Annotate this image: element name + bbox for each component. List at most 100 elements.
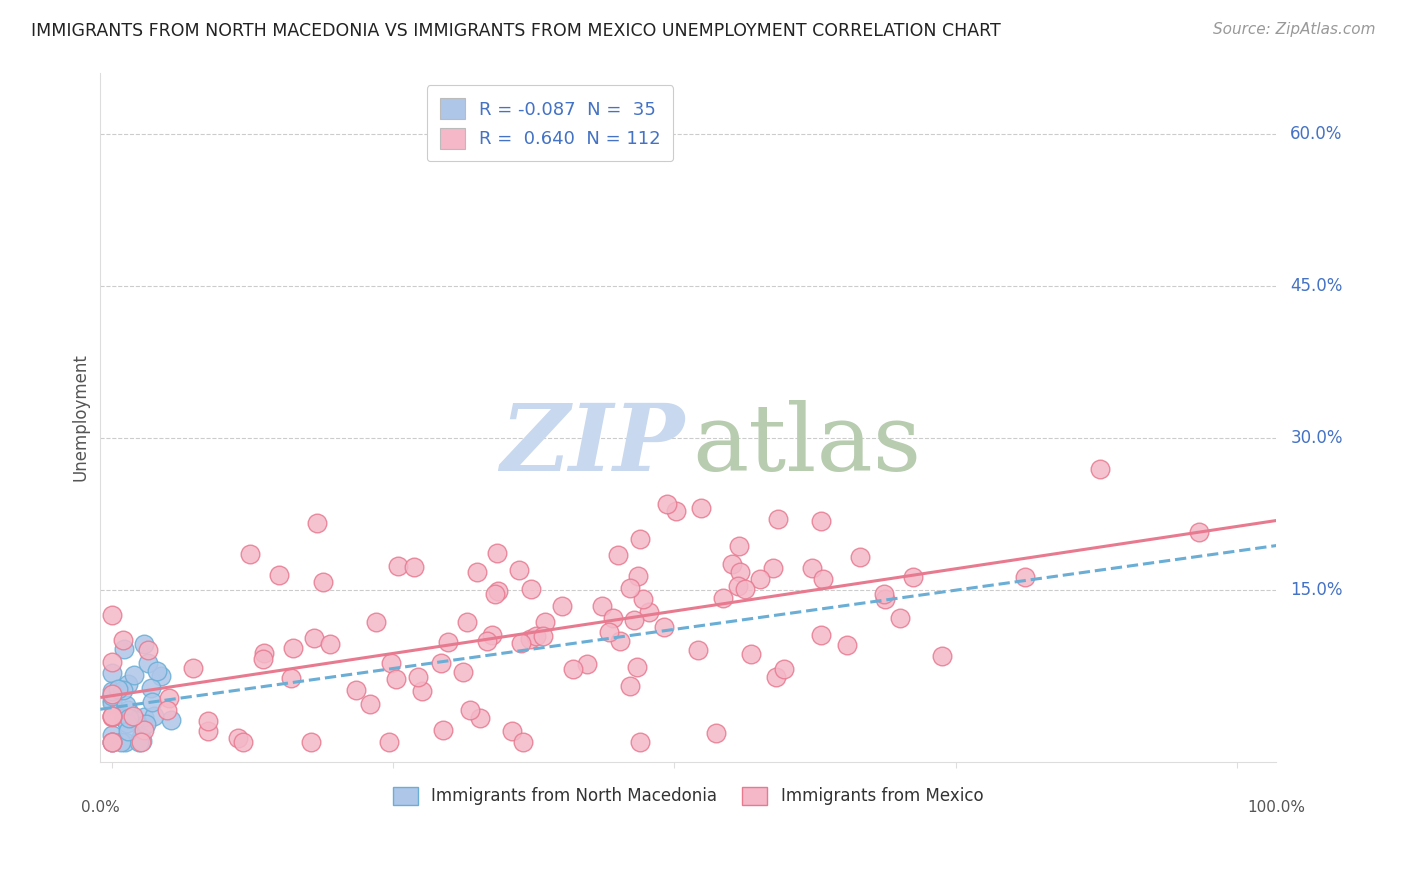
Point <box>652 620 675 634</box>
Point <box>299 734 322 748</box>
Point <box>183 661 205 675</box>
Point <box>136 643 159 657</box>
Point <box>524 629 547 643</box>
Point <box>562 662 585 676</box>
Point <box>519 582 541 596</box>
Point <box>149 669 172 683</box>
Point <box>602 611 624 625</box>
Point <box>117 715 139 730</box>
Point <box>468 711 491 725</box>
Point <box>197 723 219 738</box>
Point <box>100 689 122 703</box>
Point <box>139 681 162 696</box>
Point <box>124 713 146 727</box>
Point <box>100 696 122 710</box>
Point <box>377 734 399 748</box>
Point <box>665 504 688 518</box>
Point <box>598 625 620 640</box>
Point <box>132 710 155 724</box>
Point <box>628 734 651 748</box>
Point <box>486 546 509 560</box>
Point <box>633 592 655 607</box>
Point <box>740 647 762 661</box>
Point <box>484 587 506 601</box>
Text: 100.0%: 100.0% <box>1247 799 1305 814</box>
Point <box>100 687 122 701</box>
Point <box>609 633 631 648</box>
Point <box>128 734 150 748</box>
Point <box>889 611 911 625</box>
Point <box>721 557 744 571</box>
Y-axis label: Unemployment: Unemployment <box>72 353 89 482</box>
Point <box>534 615 557 629</box>
Point <box>307 516 329 530</box>
Point <box>837 638 859 652</box>
Point <box>811 572 834 586</box>
Point <box>451 665 474 679</box>
Point <box>344 682 367 697</box>
Point <box>402 560 425 574</box>
Point <box>1014 570 1036 584</box>
Point <box>1088 462 1111 476</box>
Text: IMMIGRANTS FROM NORTH MACEDONIA VS IMMIGRANTS FROM MEXICO UNEMPLOYMENT CORRELATI: IMMIGRANTS FROM NORTH MACEDONIA VS IMMIG… <box>31 22 1001 40</box>
Point <box>931 649 953 664</box>
Point <box>627 569 650 583</box>
Point <box>458 703 481 717</box>
Point <box>253 646 276 660</box>
Point <box>232 734 254 748</box>
Point <box>575 657 598 671</box>
Point <box>156 703 179 717</box>
Point <box>197 714 219 728</box>
Point <box>762 561 785 575</box>
Point <box>713 591 735 605</box>
Point <box>129 734 152 748</box>
Text: 60.0%: 60.0% <box>1291 125 1343 143</box>
Point <box>772 663 794 677</box>
Point <box>146 664 169 678</box>
Point <box>100 608 122 623</box>
Point <box>411 684 433 698</box>
Point <box>628 533 651 547</box>
Point <box>849 550 872 565</box>
Point <box>385 673 408 687</box>
Point <box>112 642 135 657</box>
Point <box>283 641 305 656</box>
Point <box>100 710 122 724</box>
Text: 0.0%: 0.0% <box>82 799 120 814</box>
Text: Source: ZipAtlas.com: Source: ZipAtlas.com <box>1212 22 1375 37</box>
Point <box>734 582 756 596</box>
Point <box>132 723 155 737</box>
Point <box>135 717 157 731</box>
Point <box>267 568 290 582</box>
Point <box>141 696 163 710</box>
Point <box>728 565 751 579</box>
Point <box>366 615 388 630</box>
Point <box>550 599 572 613</box>
Point <box>110 734 132 748</box>
Point <box>512 734 534 748</box>
Point <box>619 679 641 693</box>
Point <box>238 547 260 561</box>
Point <box>117 724 139 739</box>
Point <box>765 670 787 684</box>
Point <box>810 628 832 642</box>
Point <box>112 633 135 648</box>
Point <box>481 628 503 642</box>
Point <box>626 660 648 674</box>
Point <box>107 681 129 696</box>
Point <box>873 591 896 606</box>
Point <box>727 579 749 593</box>
Point <box>112 711 135 725</box>
Point <box>129 730 152 744</box>
Point <box>501 724 523 739</box>
Point <box>117 676 139 690</box>
Point <box>100 734 122 748</box>
Point <box>655 497 678 511</box>
Point <box>114 734 136 748</box>
Point <box>359 697 381 711</box>
Point <box>801 560 824 574</box>
Point <box>465 565 488 579</box>
Point <box>100 688 122 702</box>
Point <box>486 584 509 599</box>
Point <box>380 656 402 670</box>
